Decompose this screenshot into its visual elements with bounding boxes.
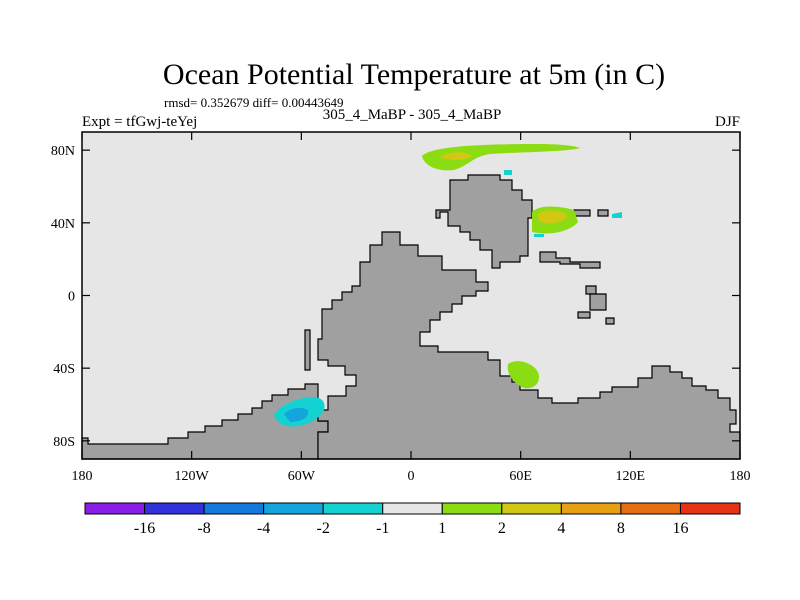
x-tick-label: 120E bbox=[616, 469, 646, 484]
x-tick-label: 180 bbox=[730, 469, 751, 484]
colorbar-swatch bbox=[501, 502, 562, 515]
colorbar-label: 4 bbox=[557, 520, 565, 537]
anomaly-south-atlantic bbox=[507, 361, 540, 389]
x-tick-label: 120W bbox=[175, 469, 210, 484]
land-island-5 bbox=[573, 209, 591, 217]
land-island-4 bbox=[605, 317, 615, 325]
colorbar-swatch bbox=[382, 502, 443, 515]
colorbar-label: -8 bbox=[197, 520, 210, 537]
colorbar-swatch bbox=[679, 502, 741, 515]
colorbar-label: -4 bbox=[257, 520, 270, 537]
colorbar-label: 8 bbox=[617, 520, 625, 537]
experiment-label: Expt = tfGwj-teYej bbox=[82, 114, 197, 130]
anomaly-spot-a bbox=[504, 170, 512, 175]
anomaly-arctic-core bbox=[440, 152, 472, 160]
colorbar-swatch bbox=[263, 502, 324, 515]
land-island-6 bbox=[597, 209, 609, 217]
colorbar-label: -1 bbox=[376, 520, 389, 537]
map-plot: 180 120W 60W 0 60E 120E 180 80N 40N 0 40S 80S bbox=[51, 131, 751, 484]
land-island-3 bbox=[577, 311, 591, 319]
land-peninsula-sliver bbox=[304, 329, 311, 371]
anomaly-contours bbox=[274, 144, 622, 427]
land-east-ridge bbox=[539, 251, 601, 269]
x-tick-label: 60W bbox=[288, 469, 316, 484]
land-main-continent bbox=[317, 231, 741, 460]
colorbar-label: -16 bbox=[134, 520, 155, 537]
colorbar-swatch bbox=[620, 502, 681, 515]
land-island-1 bbox=[585, 285, 597, 295]
anomaly-spot-b bbox=[612, 212, 622, 218]
colorbar-swatch bbox=[560, 502, 622, 515]
x-tick-label: 0 bbox=[408, 469, 415, 484]
stats-label: rmsd= 0.352679 diff= 0.00443649 bbox=[164, 95, 343, 110]
colorbar-swatch bbox=[144, 502, 205, 515]
colorbar-swatch bbox=[84, 502, 146, 515]
land-island-2 bbox=[589, 293, 607, 311]
case-label: 305_4_MaBP - 305_4_MaBP bbox=[323, 107, 502, 123]
colorbar-label: 2 bbox=[498, 520, 506, 537]
colorbar-label: -2 bbox=[317, 520, 330, 537]
y-tick-label: 80N bbox=[51, 144, 75, 159]
chart-title: Ocean Potential Temperature at 5m (in C) bbox=[163, 58, 665, 91]
y-tick-label: 80S bbox=[53, 435, 75, 450]
y-tick-label: 40N bbox=[51, 217, 75, 232]
x-tick-label: 180 bbox=[72, 469, 93, 484]
anomaly-arctic-positive bbox=[422, 144, 580, 171]
colorbar-label: 16 bbox=[672, 520, 688, 537]
x-tick-label: 60E bbox=[509, 469, 532, 484]
axis-ticks: 180 120W 60W 0 60E 120E 180 80N 40N 0 40S 80S bbox=[51, 132, 751, 484]
colorbar-swatch bbox=[203, 502, 265, 515]
colorbar: -16 -8 -4 -2 -1 1 2 4 8 16 bbox=[84, 502, 741, 537]
y-tick-label: 40S bbox=[53, 362, 75, 377]
anomaly-spot-c bbox=[534, 234, 544, 237]
anomaly-north-core bbox=[538, 210, 568, 224]
season-label: DJF bbox=[715, 114, 740, 130]
colorbar-swatch bbox=[441, 502, 503, 515]
colorbar-label: 1 bbox=[438, 520, 446, 537]
land-north-continent bbox=[435, 174, 533, 269]
colorbar-swatch bbox=[322, 502, 384, 515]
anomaly-southern-core bbox=[284, 407, 309, 422]
y-tick-label: 0 bbox=[68, 290, 75, 305]
